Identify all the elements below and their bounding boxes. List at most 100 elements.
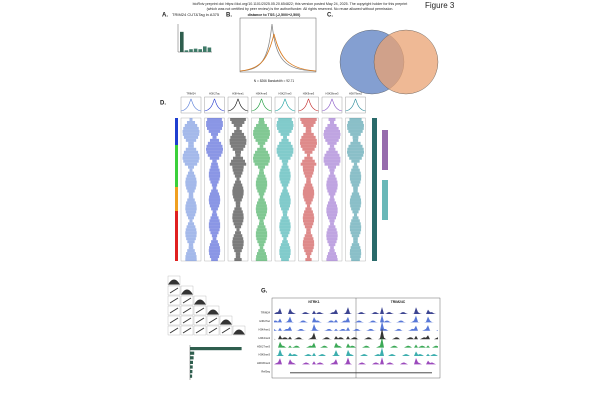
heatmap-row	[257, 216, 266, 220]
heatmap-row	[236, 228, 240, 232]
heatmap-row	[279, 174, 291, 178]
heatmap-row	[329, 144, 335, 148]
heatmap-row	[326, 258, 338, 262]
heatmap-row	[353, 240, 358, 244]
heatmap-row	[348, 129, 363, 133]
heatmap-row	[279, 177, 291, 181]
heatmap-row	[326, 183, 338, 187]
heatmap-row	[304, 234, 313, 238]
heatmap-row	[306, 255, 311, 259]
heatmap-row	[301, 120, 316, 124]
heatmap-row	[302, 219, 315, 223]
heatmap-row	[327, 201, 337, 205]
heatmap-row	[349, 156, 362, 160]
heatmap-row	[210, 231, 219, 235]
heatmap-row	[281, 216, 289, 220]
density-shape	[195, 317, 205, 324]
heatmap-row	[258, 192, 265, 196]
heatmap-row	[327, 165, 337, 169]
heatmap-row	[347, 153, 364, 157]
heatmap-row	[234, 225, 242, 229]
heatmap-row	[352, 135, 359, 139]
density-shape	[182, 327, 192, 334]
heatmap-row	[212, 159, 217, 163]
heatmap-row	[304, 249, 313, 253]
heatmap-row	[235, 201, 241, 205]
heatmap-row	[253, 129, 270, 133]
heatmap-row	[255, 234, 268, 238]
heatmap-row	[304, 183, 313, 187]
heatmap-row	[208, 129, 221, 133]
heatmap-row	[256, 213, 267, 217]
heatmap-row	[231, 132, 245, 136]
heatmap-row	[328, 192, 336, 196]
heatmap-row	[326, 204, 338, 208]
density-shape	[194, 299, 206, 305]
heatmap-row	[350, 255, 361, 259]
column-header: H3K27me3	[279, 92, 293, 96]
heatmap-row	[350, 222, 361, 226]
heatmap-row	[255, 180, 268, 184]
heatmap-row	[328, 118, 336, 121]
heatmap-row	[232, 186, 244, 190]
density-shape	[208, 327, 218, 334]
heatmap-row	[281, 207, 289, 211]
heatmap-row	[276, 123, 294, 127]
heatmap-row	[233, 195, 243, 199]
heatmap-row	[300, 118, 317, 121]
heatmap-row	[185, 228, 197, 232]
panel-title: distance to TSS (-2,500/+2,500)	[248, 13, 301, 17]
heatmap-row	[259, 168, 264, 172]
heatmap-row	[208, 222, 221, 226]
heatmap-row	[352, 138, 359, 142]
heatmap-row	[182, 129, 200, 133]
panel-label: A.	[162, 13, 168, 19]
heatmap-row	[206, 126, 223, 130]
heatmap-row	[326, 150, 338, 154]
heatmap-row	[351, 159, 360, 163]
column-header: H3K4me3	[256, 92, 268, 96]
heatmap-row	[209, 201, 220, 205]
heatmap-row	[300, 138, 317, 142]
heatmap-row	[303, 171, 314, 175]
heatmap-row	[235, 180, 241, 184]
heatmap-row	[186, 186, 196, 190]
heatmap-row	[232, 189, 244, 193]
heatmap-row	[211, 189, 218, 193]
heatmap-row	[327, 252, 337, 256]
heatmap-row	[233, 183, 243, 187]
heatmap-row	[257, 147, 266, 151]
heatmap-row	[253, 132, 270, 136]
heatmap-row	[211, 183, 218, 187]
heatmap-row	[302, 216, 315, 220]
heatmap-row	[349, 252, 362, 256]
heatmap-row	[328, 243, 336, 247]
heatmap-row	[234, 249, 242, 253]
heatmap-row	[302, 189, 315, 193]
heatmap-row	[209, 138, 220, 142]
heatmap-group: TRIM24 H3K27ac H3K4me1 H3K4me3 H3K27me3 H3K9m…	[180, 92, 366, 262]
heatmap-row	[235, 150, 241, 154]
heatmap-row	[328, 225, 336, 229]
heatmap-row	[211, 258, 218, 262]
heatmap-row	[347, 123, 364, 127]
heatmap-row	[304, 156, 313, 160]
heatmap-row	[188, 195, 194, 199]
heatmap-row	[351, 243, 360, 247]
density-curve	[239, 33, 317, 72]
tracks: NTRK1 TRIM24C TRIM24 H3K27ac H3K4me1 H3K4me3 H…	[257, 298, 438, 378]
heatmap-row	[258, 120, 265, 124]
heatmap-row	[257, 240, 266, 244]
heatmap-row	[323, 132, 341, 136]
heatmap-row	[328, 147, 336, 151]
heatmap-row	[259, 246, 264, 250]
heatmap-row	[279, 246, 291, 250]
heatmap-row	[186, 252, 196, 256]
heatmap-row	[208, 249, 221, 253]
heatmap-row	[277, 126, 293, 130]
heatmap-row	[326, 255, 338, 259]
panel-label: D.	[160, 101, 166, 107]
heatmap-row	[323, 129, 341, 133]
heatmap-row	[233, 123, 243, 127]
legend-colorbar	[382, 180, 388, 220]
